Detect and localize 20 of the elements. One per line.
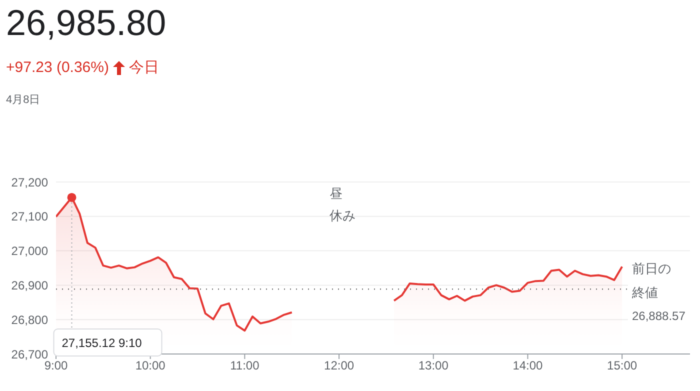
y-tick-label: 26,800 xyxy=(11,312,48,327)
x-tick-label: 10:00 xyxy=(135,358,166,373)
x-tick-label: 9:00 xyxy=(44,358,68,373)
chart-title: 26,985.80 xyxy=(6,2,166,44)
x-tick-label: 12:00 xyxy=(324,358,354,373)
y-tick-label: 26,700 xyxy=(11,347,48,362)
text: 今日 xyxy=(129,58,159,77)
x-tick-label: 13:00 xyxy=(418,358,449,373)
y-tick-label: 26,900 xyxy=(11,278,48,292)
annotation: 昼休み xyxy=(330,186,356,223)
text: 4月8日 xyxy=(6,93,40,107)
y-tick-label: 27,200 xyxy=(11,175,48,190)
y-tick-label: 27,000 xyxy=(11,244,48,258)
annotation: 27,155.12 9:10 xyxy=(62,336,142,350)
x-tick-label: 14:00 xyxy=(512,358,544,373)
x-tick-label: 15:00 xyxy=(607,358,638,373)
chart-subtitle: +97.23 (0.36%) xyxy=(6,59,109,76)
ref-line-label: 前日の終値 26,888.57 xyxy=(631,261,686,324)
y-tick-label: 27,100 xyxy=(11,210,48,224)
x-tick-label: 11:00 xyxy=(230,358,260,373)
